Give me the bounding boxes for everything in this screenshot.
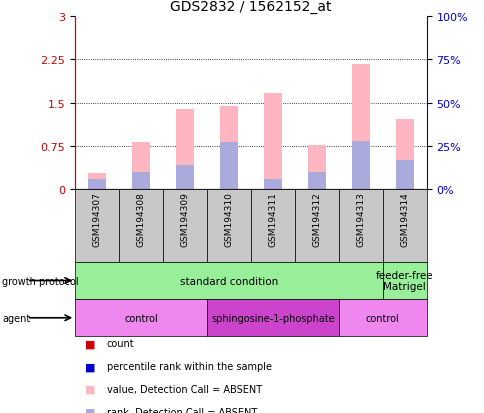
Bar (382, 190, 426, 262)
Text: GSM194314: GSM194314 (399, 192, 408, 247)
Bar (307, 173, 325, 190)
Text: GSM194313: GSM194313 (356, 192, 364, 247)
Text: GSM194309: GSM194309 (180, 192, 189, 247)
Text: growth protocol: growth protocol (2, 276, 79, 286)
Bar (163, 190, 207, 262)
Bar (75, 190, 119, 262)
Bar (119, 190, 163, 262)
Bar (176, 166, 194, 190)
Text: GSM194312: GSM194312 (312, 192, 321, 247)
Text: count: count (106, 339, 134, 349)
Bar (132, 142, 150, 190)
Text: agent: agent (2, 313, 30, 323)
Bar (294, 190, 338, 262)
Bar (338, 190, 382, 262)
Title: GDS2832 / 1562152_at: GDS2832 / 1562152_at (170, 0, 331, 14)
Text: ■: ■ (85, 361, 95, 371)
Text: GSM194310: GSM194310 (224, 192, 233, 247)
Bar (307, 145, 325, 190)
Text: sphingosine-1-phosphate: sphingosine-1-phosphate (211, 313, 334, 323)
Bar (382, 262, 426, 299)
Text: rank, Detection Call = ABSENT: rank, Detection Call = ABSENT (106, 407, 257, 413)
Text: GSM194311: GSM194311 (268, 192, 277, 247)
Bar (207, 190, 251, 262)
Bar (88, 174, 106, 190)
Bar (88, 180, 106, 190)
Text: ■: ■ (85, 407, 95, 413)
Text: ■: ■ (85, 384, 95, 394)
Text: control: control (365, 313, 399, 323)
Bar (207, 299, 338, 337)
Bar (220, 143, 237, 190)
Bar (351, 141, 369, 190)
Bar (395, 161, 413, 190)
Text: standard condition: standard condition (180, 276, 277, 286)
Bar (264, 180, 281, 190)
Bar (338, 299, 426, 337)
Bar (395, 119, 413, 190)
Text: GSM194308: GSM194308 (136, 192, 145, 247)
Bar (220, 107, 237, 190)
Text: ■: ■ (85, 339, 95, 349)
Bar (75, 299, 207, 337)
Text: percentile rank within the sample: percentile rank within the sample (106, 361, 271, 371)
Bar (75, 262, 382, 299)
Text: value, Detection Call = ABSENT: value, Detection Call = ABSENT (106, 384, 261, 394)
Text: control: control (124, 313, 158, 323)
Bar (264, 93, 281, 190)
Bar (132, 173, 150, 190)
Text: GSM194307: GSM194307 (92, 192, 102, 247)
Bar (251, 190, 294, 262)
Bar (351, 64, 369, 190)
Text: feeder-free
Matrigel: feeder-free Matrigel (375, 270, 433, 292)
Bar (176, 110, 194, 190)
